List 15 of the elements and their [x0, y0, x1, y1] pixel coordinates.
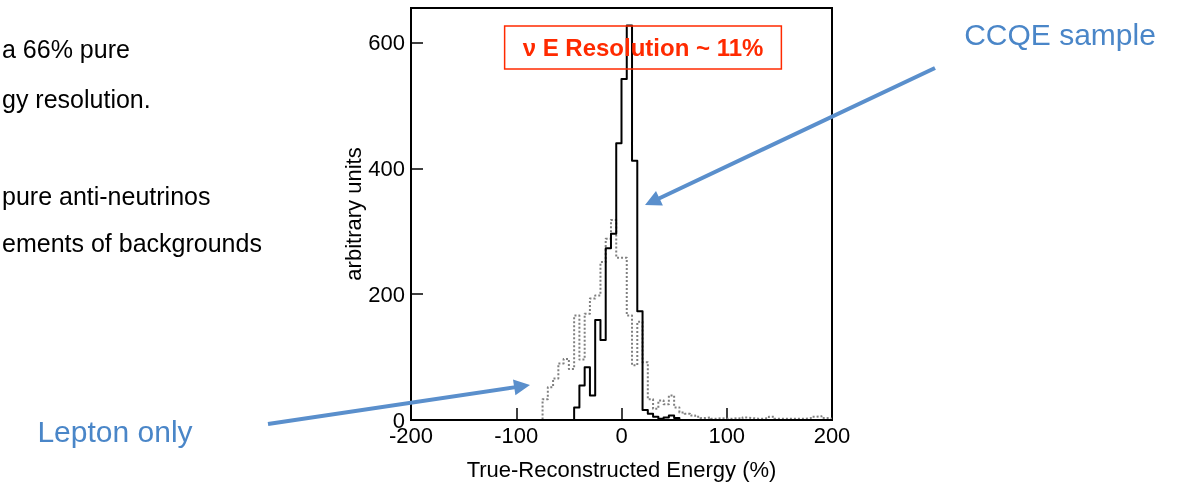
- y-tick-label: 200: [368, 281, 405, 307]
- text: pure anti-neutrinos: [2, 182, 211, 210]
- y-tick-label: 400: [368, 155, 405, 181]
- x-tick-label: 200: [813, 422, 851, 448]
- y-axis-title: arbitrary units: [340, 147, 366, 281]
- x-tick-label: 0: [615, 422, 628, 448]
- text: a 66% pure: [2, 35, 130, 63]
- x-axis-title: True-Reconstructed Energy (%): [466, 456, 777, 482]
- text: CCQE sample: [964, 18, 1156, 51]
- text: Lepton only: [37, 415, 193, 448]
- x-tick-label: 100: [708, 422, 746, 448]
- x-tick-label: -100: [494, 422, 539, 448]
- y-tick-label: 600: [368, 30, 405, 56]
- text: gy resolution.: [2, 85, 151, 113]
- text: ements of backgrounds: [2, 229, 262, 257]
